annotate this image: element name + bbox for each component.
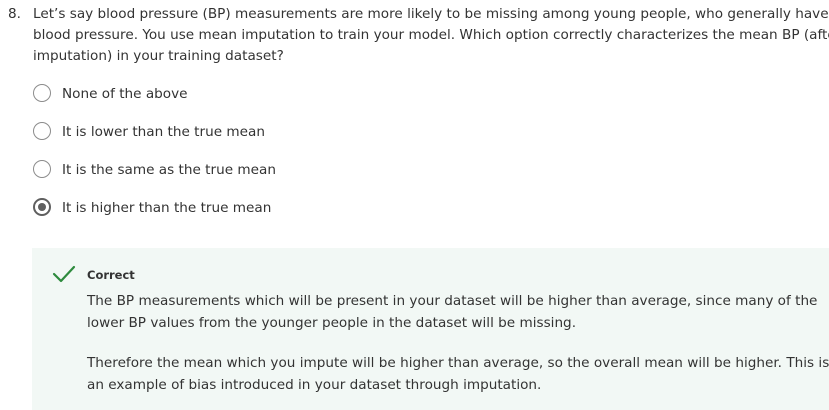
feedback-line: The BP measurements which will be presen…: [87, 293, 818, 309]
option-label: It is higher than the true mean: [62, 200, 272, 216]
feedback-explanation: The BP measurements which will be presen…: [87, 290, 817, 334]
answer-option-none-of-the-above[interactable]: None of the above: [32, 82, 352, 106]
radio-button[interactable]: [33, 84, 51, 102]
feedback-title: Correct: [87, 268, 135, 282]
feedback-line: an example of bias introduced in your da…: [87, 377, 542, 393]
question-text-line: imputation) in your training dataset?: [33, 48, 284, 64]
radio-button[interactable]: [33, 160, 51, 178]
checkmark-icon: [52, 265, 76, 283]
answer-option-higher[interactable]: It is higher than the true mean: [32, 196, 352, 220]
radio-button[interactable]: [33, 122, 51, 140]
feedback-line: Therefore the mean which you impute will…: [87, 355, 829, 371]
question-text: Let’s say blood pressure (BP) measuremen…: [33, 4, 829, 67]
feedback-panel: Correct The BP measurements which will b…: [32, 248, 829, 410]
answer-option-lower[interactable]: It is lower than the true mean: [32, 120, 352, 144]
answer-option-same[interactable]: It is the same as the true mean: [32, 158, 352, 182]
option-label: It is lower than the true mean: [62, 124, 265, 140]
feedback-explanation: Therefore the mean which you impute will…: [87, 352, 829, 396]
question-text-line: blood pressure. You use mean imputation …: [33, 27, 829, 43]
option-label: It is the same as the true mean: [62, 162, 276, 178]
option-label: None of the above: [62, 86, 188, 102]
feedback-line: lower BP values from the younger people …: [87, 315, 577, 331]
question-text-line: Let’s say blood pressure (BP) measuremen…: [33, 6, 829, 22]
question-number: 8.: [8, 6, 21, 22]
radio-button-selected[interactable]: [33, 198, 51, 216]
